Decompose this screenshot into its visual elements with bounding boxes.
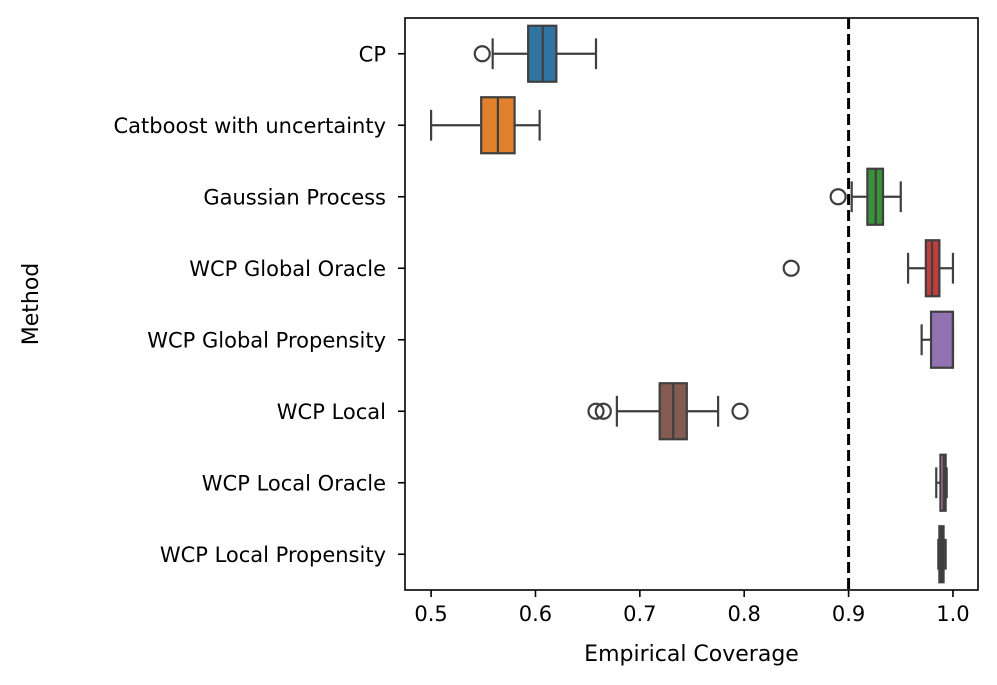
box-gaussian-process — [829, 167, 902, 226]
outlier-point — [731, 402, 749, 420]
outlier-point — [782, 259, 800, 277]
y-category-label: Gaussian Process — [203, 185, 386, 209]
y-category-label: WCP Local Oracle — [202, 471, 386, 495]
y-category-label: WCP Global Oracle — [189, 257, 386, 281]
x-tick-label: 0.6 — [519, 602, 552, 626]
y-axis-ticks: CP Catboost with uncertainty Gaussian Proc… — [114, 42, 405, 567]
y-category-label: Catboost with uncertainty — [114, 114, 387, 138]
y-category-label: WCP Global Propensity — [147, 328, 386, 352]
box-iqr — [929, 310, 955, 369]
x-tick-label: 0.8 — [728, 602, 761, 626]
box-wcp-global-oracle — [782, 239, 955, 298]
outlier-point — [594, 402, 612, 420]
y-category-label: WCP Local — [277, 400, 386, 424]
box-group — [429, 24, 955, 584]
outlier-point — [473, 45, 491, 63]
x-axis-ticks: 0.5 0.6 0.7 0.8 0.9 1.0 — [414, 590, 970, 626]
box-wcp-local-oracle — [935, 453, 948, 512]
box-wcp-local-propensity — [937, 525, 947, 584]
x-tick-label: 0.7 — [623, 602, 656, 626]
box-cp — [473, 24, 598, 83]
outlier-point — [587, 402, 605, 420]
y-category-label: WCP Local Propensity — [160, 543, 386, 567]
x-tick-label: 0.5 — [414, 602, 447, 626]
x-tick-label: 1.0 — [936, 602, 969, 626]
y-category-label: CP — [359, 42, 386, 66]
box-catboost-with-uncertainty — [429, 96, 541, 155]
x-axis-label: Empirical Coverage — [584, 642, 799, 667]
y-axis-label: Method — [19, 263, 44, 346]
outlier-point — [829, 188, 847, 206]
box-wcp-global-propensity — [920, 310, 955, 369]
x-tick-label: 0.9 — [832, 602, 865, 626]
plot-frame — [404, 17, 979, 591]
box-wcp-local — [587, 382, 749, 441]
